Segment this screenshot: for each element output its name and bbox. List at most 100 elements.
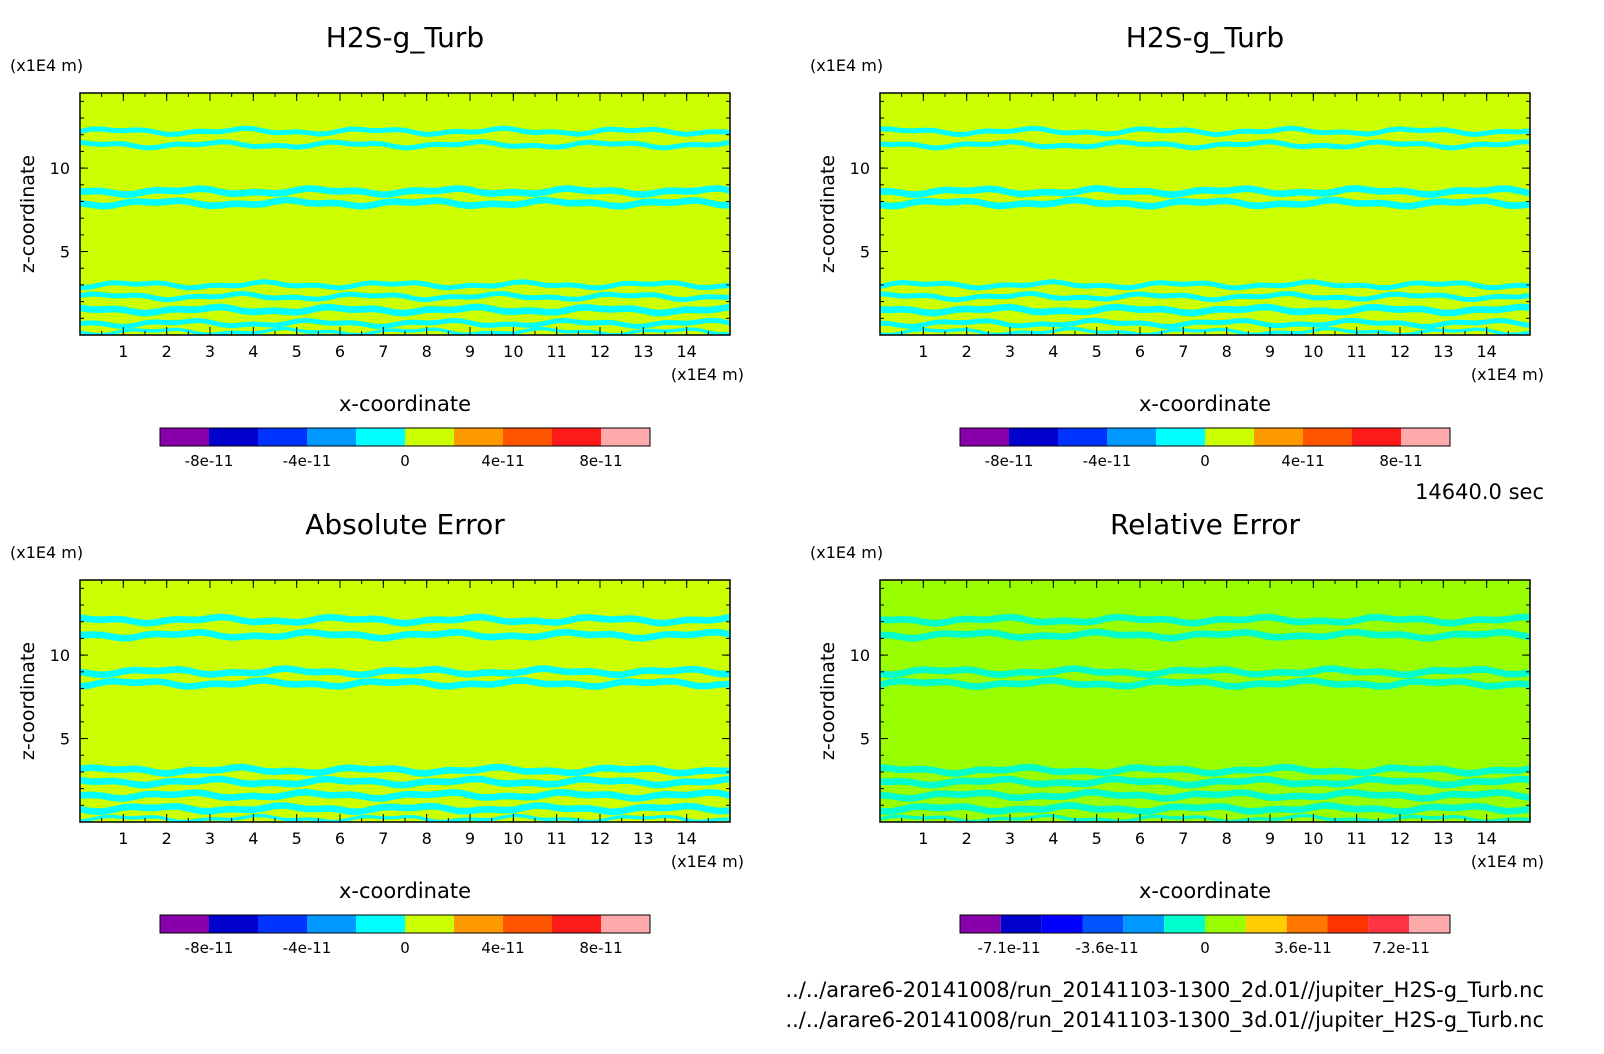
contour-band <box>880 676 1530 690</box>
x-tick-label: 4 <box>1048 829 1058 848</box>
y-unit-label: (x1E4 m) <box>10 543 83 562</box>
contour-band <box>80 763 730 777</box>
contour-band <box>880 290 1530 303</box>
colorbar-label: 4e-11 <box>1281 452 1324 470</box>
x-tick-label: 2 <box>962 342 972 361</box>
contour-band <box>880 788 1530 802</box>
contour-band <box>80 628 730 642</box>
x-axis-label: x-coordinate <box>339 392 471 416</box>
colorbar-label: 0 <box>1200 452 1210 470</box>
plot-area <box>880 580 1530 822</box>
x-tick-label: 3 <box>205 342 215 361</box>
x-tick-label: 2 <box>162 342 172 361</box>
colorbar-swatch <box>601 915 650 933</box>
y-unit-label: (x1E4 m) <box>810 56 883 75</box>
colorbar-swatch <box>405 915 454 933</box>
x-tick-label: 12 <box>590 829 610 848</box>
colorbar-frame <box>159 427 651 447</box>
y-tick-label: 10 <box>50 646 70 665</box>
x-tick-label: 5 <box>292 342 302 361</box>
contour-band <box>880 279 1530 291</box>
colorbar-swatch <box>454 428 503 446</box>
contour-band <box>880 125 1530 138</box>
x-tick-label: 1 <box>118 829 128 848</box>
x-unit-label: (x1E4 m) <box>1471 365 1544 384</box>
contour-band <box>880 613 1530 627</box>
x-tick-label: 11 <box>1346 829 1366 848</box>
x-tick-label: 5 <box>1092 829 1102 848</box>
x-tick-label: 8 <box>422 829 432 848</box>
colorbar-swatch <box>258 428 307 446</box>
file-path-2d: ../../arare6-20141008/run_20141103-1300_… <box>785 978 1544 1002</box>
contour-band <box>80 813 730 822</box>
colorbar-label: 7.2e-11 <box>1372 939 1430 957</box>
y-axis-label: z-coordinate <box>817 155 839 273</box>
x-tick-label: 3 <box>1005 342 1015 361</box>
contour-band <box>80 326 730 335</box>
x-tick-label: 14 <box>676 829 696 848</box>
colorbar-label: 0 <box>400 939 410 957</box>
y-tick-label: 5 <box>60 730 70 749</box>
x-tick-label: 10 <box>1303 829 1323 848</box>
x-tick-label: 4 <box>248 829 258 848</box>
y-unit-label: (x1E4 m) <box>10 56 83 75</box>
colorbar-label: 3.6e-11 <box>1274 939 1332 957</box>
contour-band <box>80 139 730 151</box>
colorbar-label: 0 <box>400 452 410 470</box>
colorbar-swatch <box>307 915 356 933</box>
x-tick-label: 2 <box>162 829 172 848</box>
x-tick-label: 7 <box>378 829 388 848</box>
colorbar-swatch <box>503 428 552 446</box>
contour-band <box>880 326 1530 335</box>
contour-band <box>80 196 730 210</box>
y-tick-label: 10 <box>850 646 870 665</box>
colorbar-swatch <box>1205 428 1254 446</box>
x-tick-label: 10 <box>503 829 523 848</box>
colorbar-swatch <box>503 915 552 933</box>
x-tick-label: 6 <box>335 829 345 848</box>
plot-area <box>880 93 1530 335</box>
colorbar-frame <box>159 914 651 934</box>
x-tick-label: 10 <box>1303 342 1323 361</box>
colorbar-label: -8e-11 <box>185 452 234 470</box>
contour-band <box>80 788 730 802</box>
x-tick-label: 8 <box>1222 342 1232 361</box>
colorbar-swatch <box>160 915 209 933</box>
x-tick-label: 13 <box>1433 342 1453 361</box>
colorbar-swatch <box>1041 915 1083 933</box>
chart-panel-4: Relative Error(x1E4 m)1 2 3 4 5 6 7 8 9 10 11 12 13 1… <box>810 508 1544 957</box>
colorbar-label: 4e-11 <box>481 452 524 470</box>
colorbar-swatch <box>1009 428 1058 446</box>
x-tick-label: 11 <box>546 829 566 848</box>
colorbar-swatch <box>160 428 209 446</box>
chart-panel-2: H2S-g_Turb(x1E4 m)1 2 3 4 5 6 7 8 9 10 11 12 13 14510… <box>810 21 1544 470</box>
contour-band <box>80 290 730 303</box>
file-path-3d: ../../arare6-20141008/run_20141103-1300_… <box>785 1008 1544 1032</box>
colorbar-swatch <box>1368 915 1410 933</box>
colorbar-label: -8e-11 <box>985 452 1034 470</box>
colorbar-label: -8e-11 <box>185 939 234 957</box>
colorbar-label: 8e-11 <box>579 939 622 957</box>
colorbar-swatch <box>1401 428 1450 446</box>
y-tick-label: 5 <box>860 730 870 749</box>
contour-band <box>80 676 730 690</box>
time-label: 14640.0 sec <box>1415 480 1544 504</box>
colorbar-label: -4e-11 <box>1083 452 1132 470</box>
x-tick-label: 12 <box>1390 342 1410 361</box>
x-tick-label: 13 <box>1433 829 1453 848</box>
colorbar-swatch <box>960 428 1009 446</box>
x-tick-label: 11 <box>1346 342 1366 361</box>
contour-band <box>880 813 1530 822</box>
contour-band <box>80 125 730 137</box>
y-axis-label: z-coordinate <box>17 642 39 760</box>
chart-title: Relative Error <box>1110 508 1301 541</box>
contour-band <box>880 763 1530 777</box>
contour-band <box>880 628 1530 642</box>
x-tick-label: 9 <box>465 342 475 361</box>
colorbar-swatch <box>258 915 307 933</box>
contour-band <box>80 279 730 291</box>
x-tick-label: 6 <box>335 342 345 361</box>
y-unit-label: (x1E4 m) <box>810 543 883 562</box>
contour-band <box>80 185 730 199</box>
colorbar-swatch <box>552 915 601 933</box>
